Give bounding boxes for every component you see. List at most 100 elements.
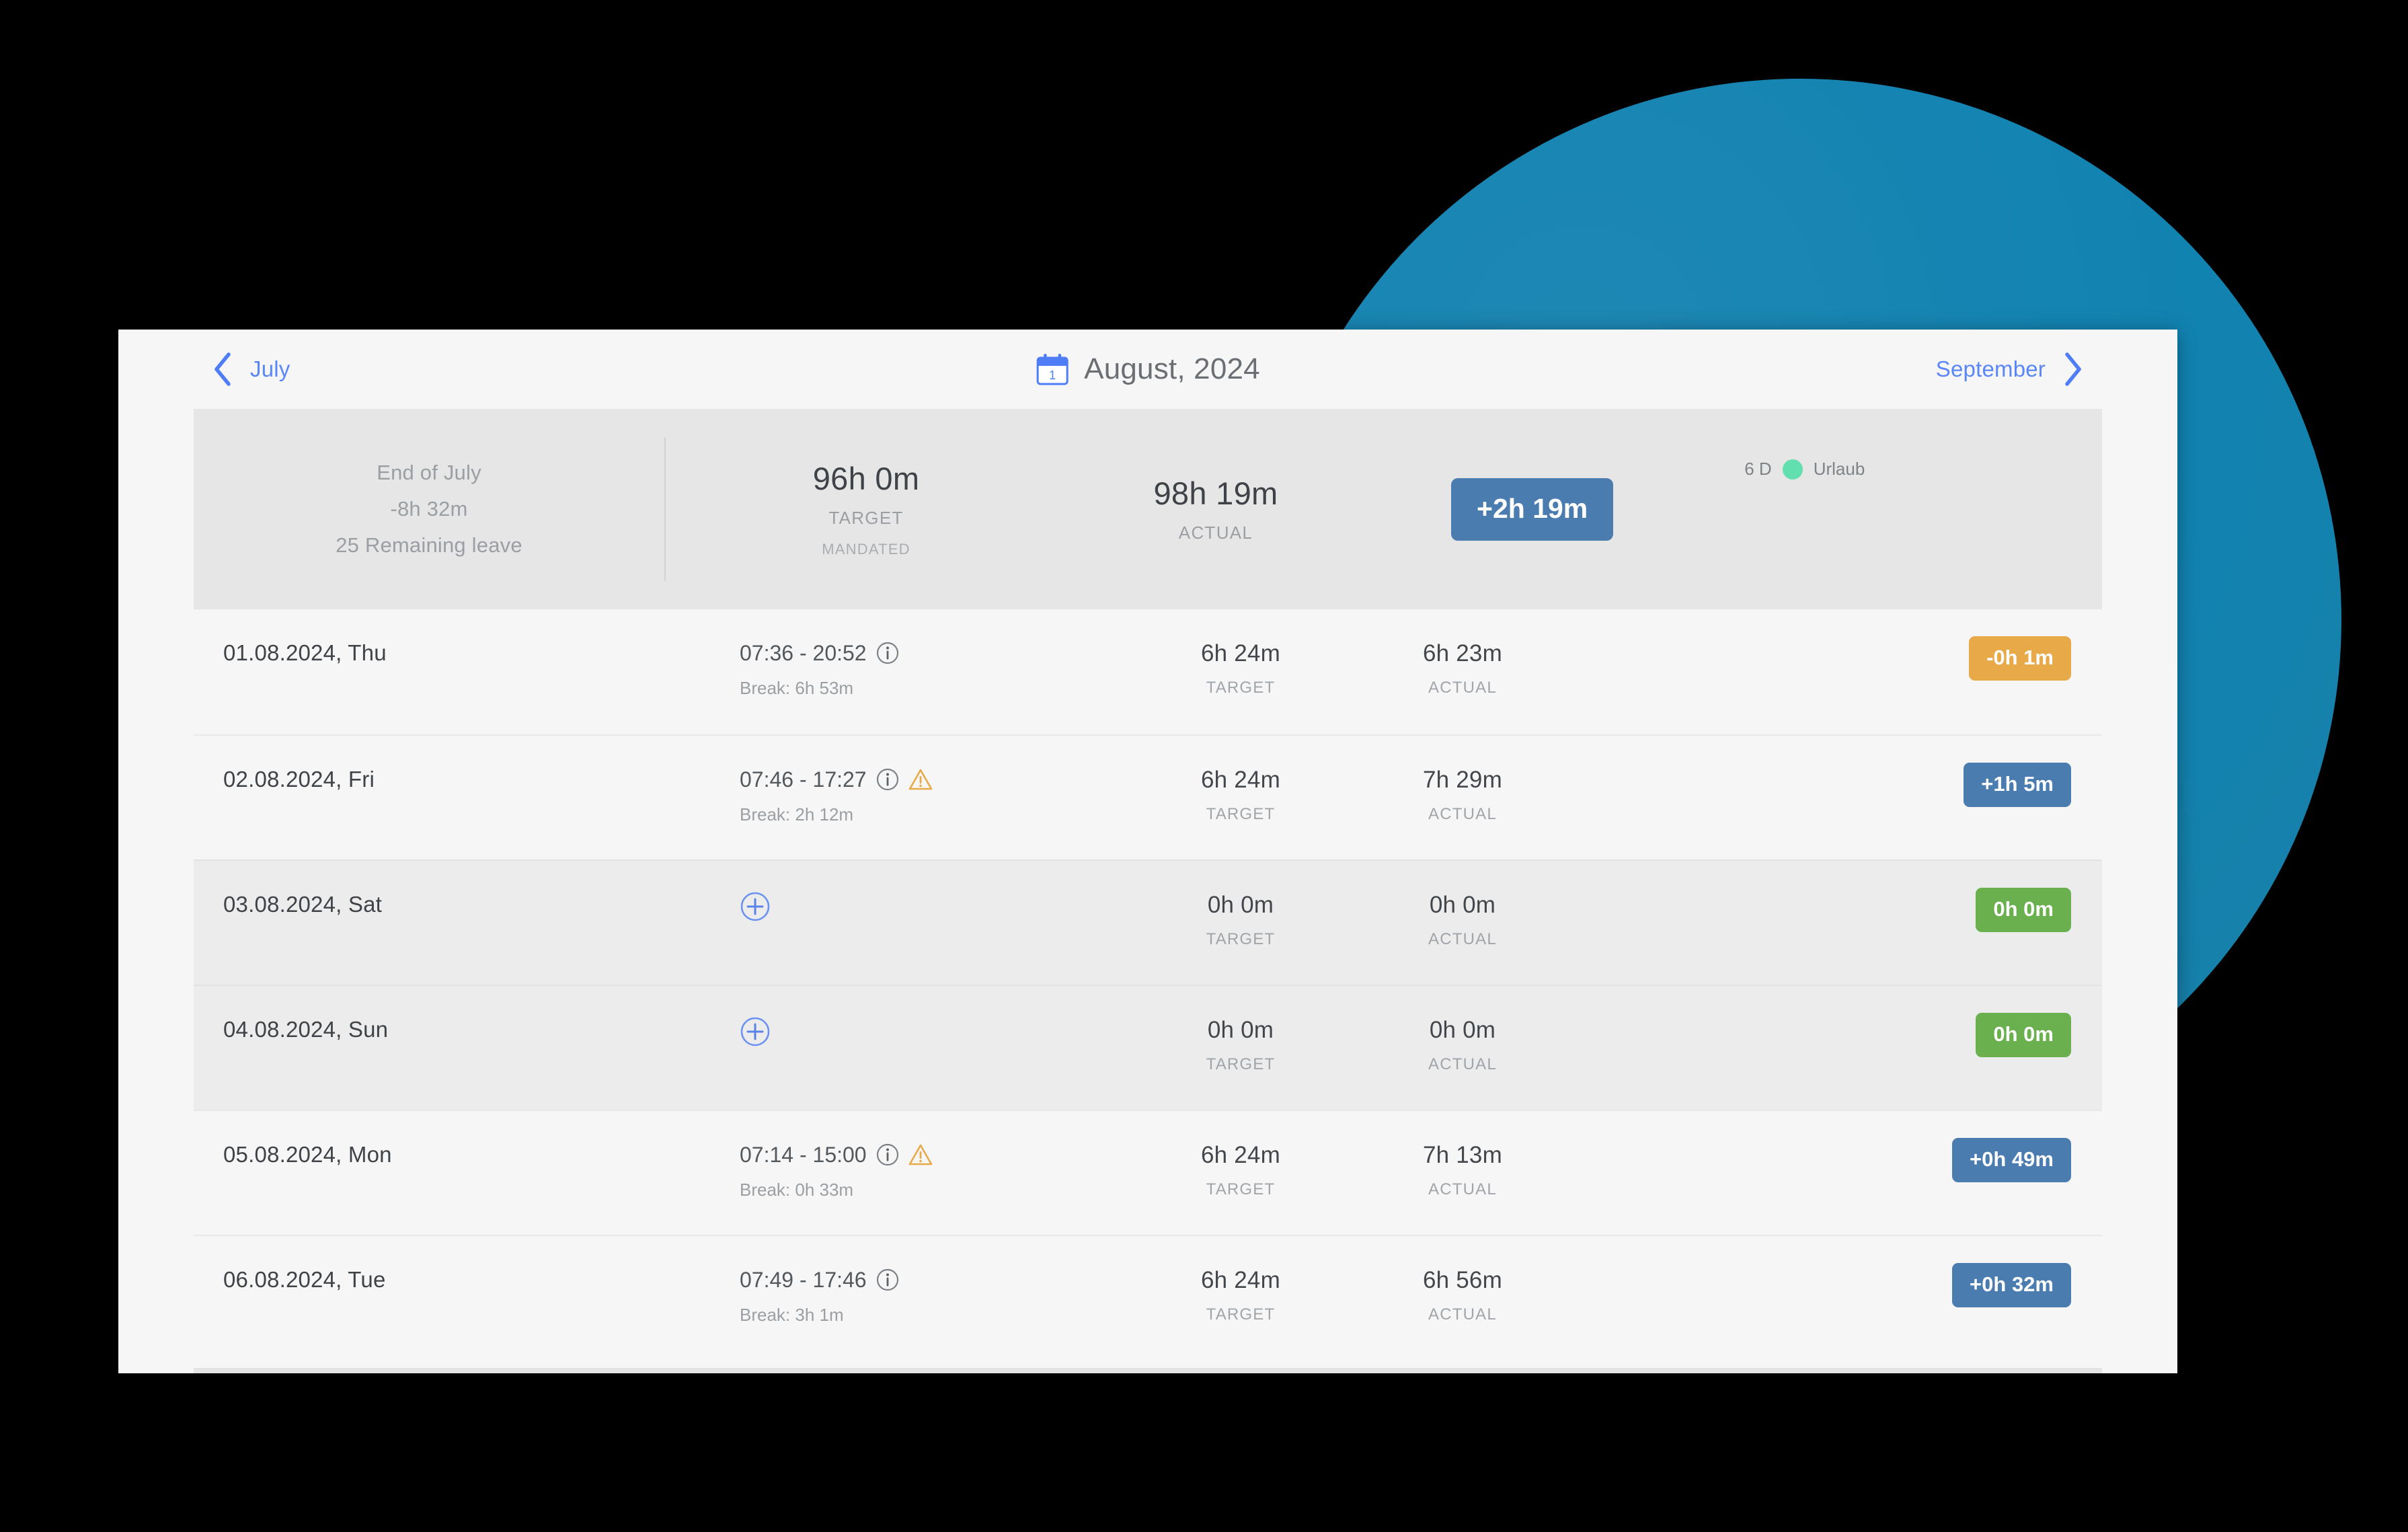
break-duration: Break: 3h 1m [740,1305,844,1325]
previous-month-button[interactable]: July [212,352,290,387]
previous-month-label: July [250,356,290,381]
row-target-label: TARGET [1206,1055,1276,1073]
carryover-title: End of July [377,460,481,484]
table-row[interactable]: 06.08.2024, Tue 07:49 - 17:46 Break: 3h 1m… [194,1235,2102,1360]
summary-actual-block: 98h 19m ACTUAL [1101,475,1330,543]
table-row[interactable]: 03.08.2024, Sat 0h 0m TARGET 0h 0m ACTUAL 0h … [194,859,2102,985]
carryover-block: End of July -8h 32m 25 Remaining leave [194,455,664,564]
row-times-cell [740,986,1130,1047]
work-time-range: 07:14 - 15:00 [740,1142,867,1167]
table-row[interactable]: 05.08.2024, Mon 07:14 - 15:00 Break: 0h 33… [194,1110,2102,1235]
leave-legend-count: 6 D [1744,459,1772,479]
row-actual-value: 7h 29m [1423,767,1502,793]
row-actual-cell: 0h 0m ACTUAL [1352,986,1574,1074]
row-target-value: 6h 24m [1201,1142,1280,1168]
row-date: 03.08.2024, Sat [223,892,383,917]
row-target-cell: 0h 0m TARGET [1130,861,1352,949]
summary-target-label: TARGET [828,508,904,528]
month-summary-bar: End of July -8h 32m 25 Remaining leave 9… [194,409,2102,609]
row-target-value: 6h 24m [1201,1267,1280,1293]
row-target-cell: 6h 24m TARGET [1130,1236,1352,1324]
row-actual-label: ACTUAL [1428,1055,1497,1073]
remaining-leave: 25 Remaining leave [336,533,522,558]
status-badge[interactable]: +1h 5m [1964,763,2071,807]
row-actual-value: 6h 56m [1423,1267,1502,1293]
status-badge[interactable]: +0h 49m [1952,1138,2071,1182]
table-row[interactable]: 01.08.2024, Thu 07:36 - 20:52 Break: 6h 53… [194,609,2102,734]
current-month-title-group: 1 August, 2024 [1036,352,1260,386]
calendar-icon: 1 [1036,352,1069,386]
add-entry-button[interactable] [740,891,771,922]
info-icon[interactable] [876,1268,899,1291]
warning-icon[interactable] [908,1143,933,1166]
svg-text:1: 1 [1049,369,1056,382]
status-badge[interactable]: 0h 0m [1976,1013,2071,1057]
row-badge-cell: 0h 0m [1574,986,2102,1057]
row-date: 04.08.2024, Sun [223,1017,389,1042]
row-actual-label: ACTUAL [1428,930,1497,948]
day-rows-list: 01.08.2024, Thu 07:36 - 20:52 Break: 6h 53… [118,609,2177,1360]
row-badge-cell: +1h 5m [1574,736,2102,807]
info-icon[interactable] [876,642,899,664]
summary-actual-value: 98h 19m [1153,475,1278,511]
next-month-button[interactable]: September [1936,352,2083,387]
table-row[interactable]: 02.08.2024, Fri 07:46 - 17:27 Break: 2h 12… [194,734,2102,859]
break-duration: Break: 2h 12m [740,804,854,825]
row-badge-cell: +0h 32m [1574,1236,2102,1307]
chevron-right-icon [2063,352,2083,387]
row-actual-cell: 6h 23m ACTUAL [1352,609,1574,697]
row-target-value: 6h 24m [1201,640,1280,666]
summary-actual-label: ACTUAL [1178,523,1253,543]
row-actual-cell: 0h 0m ACTUAL [1352,861,1574,949]
row-times-cell: 07:46 - 17:27 Break: 2h 12m [740,736,1130,825]
info-icon[interactable] [876,1143,899,1166]
chevron-left-icon [212,352,233,387]
row-target-label: TARGET [1206,679,1276,697]
work-time-range: 07:49 - 17:46 [740,1267,867,1292]
status-badge[interactable]: +0h 32m [1952,1263,2071,1307]
row-times-cell [740,861,1130,922]
summary-target-value: 96h 0m [812,461,920,496]
status-badge[interactable]: -0h 1m [1969,636,2071,681]
row-actual-cell: 7h 29m ACTUAL [1352,736,1574,824]
next-month-label: September [1935,356,2046,381]
month-balance-badge[interactable]: +2h 19m [1451,477,1614,541]
row-date: 05.08.2024, Mon [223,1142,392,1167]
row-target-value: 0h 0m [1207,1017,1274,1043]
row-target-cell: 6h 24m TARGET [1130,609,1352,697]
break-duration: Break: 0h 33m [740,1180,854,1200]
leave-legend-label: Urlaub [1813,459,1865,479]
row-actual-cell: 6h 56m ACTUAL [1352,1236,1574,1324]
row-target-cell: 6h 24m TARGET [1130,736,1352,824]
row-target-cell: 6h 24m TARGET [1130,1111,1352,1199]
info-icon[interactable] [876,768,899,791]
row-target-cell: 0h 0m TARGET [1130,986,1352,1074]
row-target-label: TARGET [1206,1180,1276,1198]
row-actual-label: ACTUAL [1428,805,1497,823]
leave-legend-dot-icon [1782,459,1803,480]
row-target-label: TARGET [1206,805,1276,823]
card-bottom-edge [194,1368,2102,1373]
work-time-range: 07:36 - 20:52 [740,640,867,665]
row-actual-cell: 7h 13m ACTUAL [1352,1111,1574,1199]
table-row[interactable]: 04.08.2024, Sun 0h 0m TARGET 0h 0m ACTUAL 0h … [194,985,2102,1110]
row-date: 06.08.2024, Tue [223,1267,386,1292]
add-entry-button[interactable] [740,1016,771,1047]
row-times-cell: 07:36 - 20:52 Break: 6h 53m [740,609,1130,699]
row-target-value: 0h 0m [1207,892,1274,918]
status-badge[interactable]: 0h 0m [1976,888,2071,932]
leave-legend: 6 D Urlaub [1744,459,1865,480]
warning-icon[interactable] [908,768,933,791]
carryover-value: -8h 32m [390,496,468,521]
row-date: 02.08.2024, Fri [223,767,375,792]
row-date: 01.08.2024, Thu [223,640,387,665]
break-duration: Break: 6h 53m [740,678,854,698]
row-actual-value: 0h 0m [1429,1017,1496,1043]
row-actual-value: 7h 13m [1423,1142,1502,1168]
row-target-label: TARGET [1206,930,1276,948]
work-time-range: 07:46 - 17:27 [740,767,867,792]
summary-target-block: 96h 0m TARGET MANDATED [752,460,980,558]
row-badge-cell: -0h 1m [1574,609,2102,681]
timesheet-card: July 1 August, 2024 September [118,330,2177,1373]
